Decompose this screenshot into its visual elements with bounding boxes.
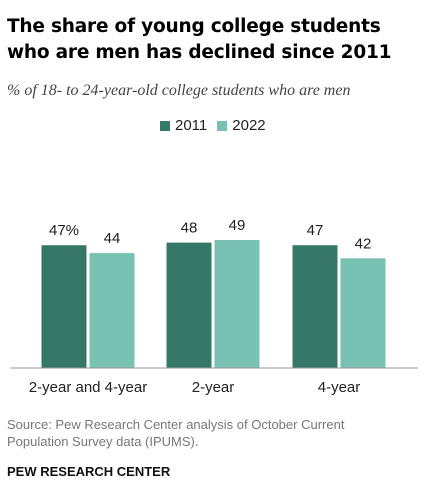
category-label-2: 4-year: [318, 379, 361, 396]
brand-footer: PEW RESEARCH CENTER: [7, 464, 171, 479]
source-note: Source: Pew Research Center analysis of …: [7, 417, 345, 449]
legend: 2011 2022: [160, 117, 276, 134]
bar-2022-2: [340, 258, 386, 368]
category-label-1: 2-year: [192, 379, 235, 396]
chart-subtitle: % of 18- to 24-year-old college students…: [7, 82, 351, 99]
legend-swatch-2022: [217, 120, 228, 131]
bar-chart: 47% 44 2-year and 4-year 48 49 2-year 47 42 4-ye…: [10, 217, 418, 396]
legend-label-2011: 2011: [175, 117, 208, 134]
data-label-2011-0: 47%: [49, 222, 79, 239]
data-label-2022-2: 42: [355, 235, 372, 252]
legend-swatch-2011: [160, 120, 170, 131]
bar-2022-1: [214, 240, 260, 368]
data-label-2011-1: 48: [181, 220, 198, 237]
bar-2011-0: [41, 245, 87, 368]
legend-item-2022: 2022: [217, 117, 266, 134]
data-label-2022-1: 49: [229, 217, 246, 234]
legend-label-2022: 2022: [232, 117, 266, 134]
bar-2011-2: [292, 245, 338, 368]
chart-title: The share of young college students who …: [7, 16, 392, 63]
bar-2022-0: [89, 253, 135, 368]
data-label-2022-0: 44: [104, 230, 121, 247]
legend-item-2011: 2011: [160, 117, 207, 134]
data-label-2011-2: 47: [307, 222, 324, 239]
category-label-0: 2-year and 4-year: [29, 379, 147, 396]
bar-2011-1: [166, 242, 212, 368]
